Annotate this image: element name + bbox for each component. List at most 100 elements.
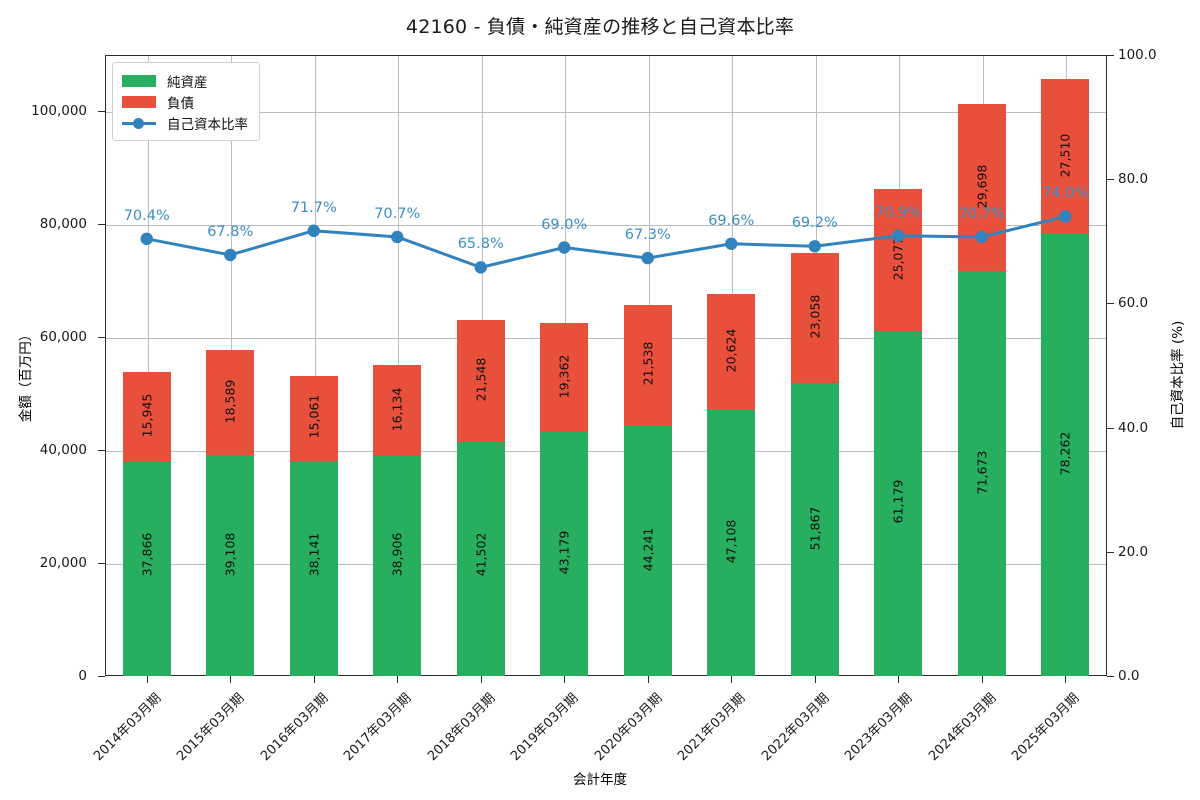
stacked-bar[interactable]	[623, 304, 672, 676]
bar-segment-equity[interactable]	[289, 460, 338, 676]
legend-label: 自己資本比率	[167, 116, 248, 133]
bar-segment-debt[interactable]	[790, 253, 839, 384]
legend-line-marker-icon	[122, 117, 156, 129]
x-tick-label: 2016年03月期	[257, 690, 332, 765]
bar-segment-debt[interactable]	[623, 304, 672, 427]
bar-value-debt: 15,945	[139, 393, 155, 438]
bar-segment-equity[interactable]	[1041, 234, 1090, 676]
ratio-value-label: 70.4%	[123, 207, 170, 224]
bar-segment-debt[interactable]	[707, 293, 756, 411]
ratio-value-label: 70.7%	[958, 205, 1005, 222]
stacked-bar[interactable]	[707, 293, 756, 676]
bar-segment-debt[interactable]	[289, 375, 338, 461]
horizontal-gridline	[106, 112, 1106, 114]
y-tick-label: 60,000	[39, 329, 87, 346]
bar-segment-debt[interactable]	[206, 350, 255, 456]
bar-segment-equity[interactable]	[456, 441, 505, 676]
bar-segment-debt[interactable]	[540, 322, 589, 433]
y2-tick-mark	[1107, 55, 1114, 56]
bar-value-equity: 44,241	[640, 527, 656, 572]
x-tick-mark	[898, 676, 900, 683]
y2-tick-label: 80.0	[1118, 171, 1149, 188]
bar-value-equity: 78,262	[1057, 431, 1073, 476]
stacked-bar[interactable]	[373, 365, 422, 676]
y-tick-label: 80,000	[39, 216, 87, 233]
legend-item-2[interactable]: 負債	[122, 91, 248, 112]
stacked-bar[interactable]	[206, 350, 255, 676]
y-tick-label: 100,000	[31, 103, 87, 120]
bar-segment-equity[interactable]	[874, 330, 923, 676]
y-tick-label: 40,000	[39, 442, 87, 459]
bar-segment-debt[interactable]	[373, 365, 422, 457]
bar-value-equity: 38,141	[306, 532, 322, 577]
ratio-value-label: 69.0%	[541, 216, 588, 233]
bar-value-debt: 16,134	[389, 387, 405, 432]
y-axis-label-left: 金額（百万円）	[18, 327, 34, 423]
bar-segment-equity[interactable]	[122, 462, 171, 676]
y2-tick-label: 40.0	[1118, 419, 1149, 436]
bar-segment-equity[interactable]	[373, 456, 422, 676]
horizontal-gridline	[106, 451, 1106, 453]
bar-segment-debt[interactable]	[1041, 78, 1090, 235]
x-tick-mark	[480, 676, 482, 683]
legend-label: 負債	[167, 95, 194, 112]
stacked-bar[interactable]	[1041, 78, 1090, 676]
x-tick-label: 2014年03月期	[90, 690, 165, 765]
bar-value-equity: 39,108	[222, 532, 238, 577]
y2-tick-label: 60.0	[1118, 295, 1149, 312]
bar-value-debt: 15,061	[306, 394, 322, 439]
x-tick-mark	[397, 676, 399, 683]
bar-value-debt: 19,362	[556, 354, 572, 398]
x-tick-mark	[1065, 676, 1067, 683]
stacked-bar[interactable]	[122, 372, 171, 676]
y-tick-mark	[98, 224, 105, 226]
bar-segment-equity[interactable]	[540, 432, 589, 676]
ratio-value-label: 67.3%	[624, 227, 671, 244]
ratio-value-label: 70.7%	[374, 205, 421, 222]
bar-value-equity: 38,906	[389, 532, 405, 577]
x-tick-label: 2015年03月期	[174, 690, 248, 765]
y-tick-mark	[98, 337, 105, 339]
ratio-value-label: 70.9%	[875, 204, 922, 221]
x-tick-mark	[981, 676, 983, 683]
bar-value-debt: 20,624	[723, 328, 739, 373]
legend-item-1[interactable]: 純資産	[122, 70, 248, 91]
bar-segment-equity[interactable]	[623, 426, 672, 676]
bar-segment-debt[interactable]	[122, 372, 171, 463]
ratio-value-label: 65.8%	[457, 236, 504, 253]
y-tick-mark	[98, 676, 105, 677]
legend-swatch-icon	[122, 95, 156, 108]
horizontal-gridline	[106, 225, 1106, 227]
bar-segment-equity[interactable]	[206, 455, 255, 676]
ratio-value-label: 67.8%	[207, 223, 254, 240]
chart-title: 42160 - 負債・純資産の推移と自己資本比率	[405, 16, 795, 38]
y2-tick-label: 0.0	[1118, 668, 1140, 684]
x-tick-mark	[814, 676, 816, 683]
x-axis-label: 会計年度	[573, 772, 627, 788]
stacked-bar[interactable]	[456, 320, 505, 676]
y2-tick-mark	[1107, 551, 1114, 553]
x-tick-mark	[564, 676, 566, 683]
bar-segment-equity[interactable]	[957, 271, 1006, 676]
stacked-bar[interactable]	[540, 322, 589, 676]
stacked-bar[interactable]	[790, 253, 839, 676]
legend-item-3[interactable]: 自己資本比率	[122, 112, 248, 133]
y2-tick-label: 20.0	[1118, 543, 1149, 560]
bar-segment-equity[interactable]	[707, 410, 756, 676]
x-tick-label: 2023年03月期	[842, 690, 916, 765]
bar-segment-equity[interactable]	[790, 383, 839, 676]
y-tick-label: 20,000	[39, 555, 87, 572]
x-tick-label: 2017年03月期	[341, 690, 415, 765]
bar-value-equity: 41,502	[473, 532, 489, 577]
y2-tick-mark	[1107, 179, 1114, 181]
stacked-bar[interactable]	[289, 375, 338, 676]
x-tick-label: 2022年03月期	[758, 690, 833, 765]
horizontal-gridline	[106, 564, 1106, 566]
bar-value-debt: 23,058	[807, 294, 823, 339]
ratio-value-label: 74.0%	[1042, 185, 1089, 202]
y2-tick-label: 100.0	[1118, 47, 1157, 63]
bar-segment-debt[interactable]	[456, 320, 505, 442]
vertical-gridline	[314, 56, 316, 675]
bar-value-equity: 71,673	[974, 450, 990, 495]
bar-value-equity: 61,179	[890, 479, 906, 524]
